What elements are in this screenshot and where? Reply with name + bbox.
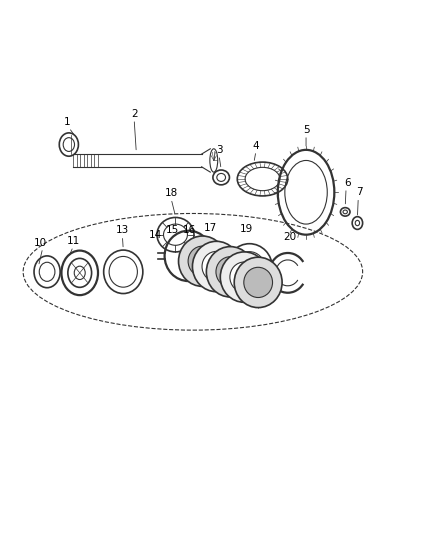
Text: 20: 20 — [283, 232, 296, 243]
Ellipse shape — [244, 267, 272, 297]
Text: 18: 18 — [165, 188, 178, 198]
Text: 1: 1 — [64, 117, 71, 127]
Ellipse shape — [192, 241, 240, 292]
Text: 17: 17 — [204, 223, 217, 233]
Text: 11: 11 — [67, 236, 80, 246]
Ellipse shape — [234, 257, 282, 308]
Ellipse shape — [206, 247, 254, 297]
Text: 4: 4 — [253, 141, 259, 151]
Text: 16: 16 — [183, 225, 196, 236]
Text: 15: 15 — [166, 225, 179, 236]
Text: 19: 19 — [239, 224, 253, 235]
Text: 2: 2 — [131, 109, 138, 119]
Ellipse shape — [179, 236, 226, 286]
Ellipse shape — [220, 252, 268, 302]
Text: 7: 7 — [356, 187, 363, 197]
Text: 5: 5 — [303, 125, 309, 135]
Ellipse shape — [230, 262, 258, 292]
Ellipse shape — [216, 257, 245, 287]
Text: 13: 13 — [116, 225, 129, 236]
Ellipse shape — [188, 246, 217, 276]
Text: 3: 3 — [215, 145, 223, 155]
Ellipse shape — [202, 252, 231, 281]
Text: 14: 14 — [149, 230, 162, 240]
Text: 6: 6 — [344, 177, 351, 188]
Text: 10: 10 — [34, 238, 47, 248]
